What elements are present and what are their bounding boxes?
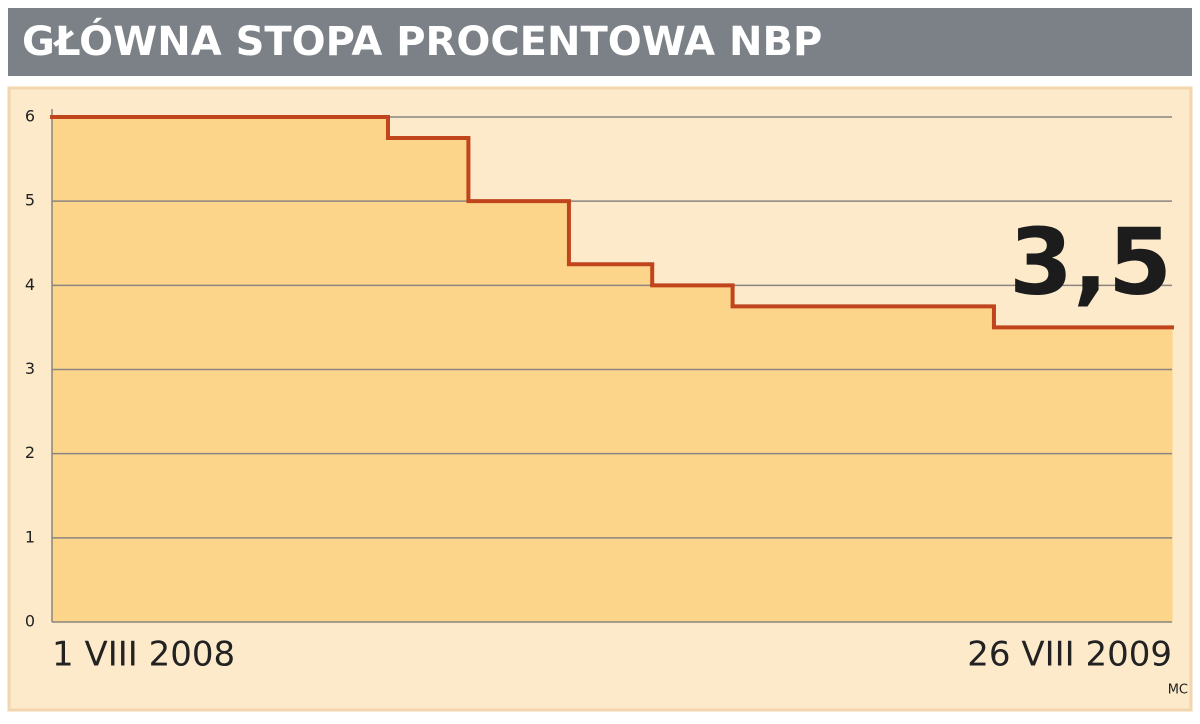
annotation: 3,5 (1009, 208, 1172, 315)
y-tick-label: 2 (25, 443, 35, 462)
area-segment (468, 201, 570, 622)
area-segment (388, 138, 469, 622)
area-segment (568, 264, 653, 622)
y-tick-label: 0 (25, 612, 35, 631)
area-segment (993, 327, 1173, 622)
x-tick-label: 1 VIII 2008 (52, 635, 235, 675)
y-tick-label: 5 (25, 191, 35, 210)
y-tick-label: 3 (25, 359, 35, 378)
area-segment (732, 306, 995, 622)
y-tick-label: 1 (25, 527, 35, 546)
chart-title: GŁÓWNA STOPA PROCENTOWA NBP (22, 17, 822, 65)
y-tick-label: 6 (25, 107, 35, 126)
x-tick-label: 26 VIII 2009 (967, 635, 1172, 675)
source: MC (1168, 683, 1188, 698)
title-bar (8, 8, 1192, 76)
y-tick-label: 4 (25, 275, 35, 294)
